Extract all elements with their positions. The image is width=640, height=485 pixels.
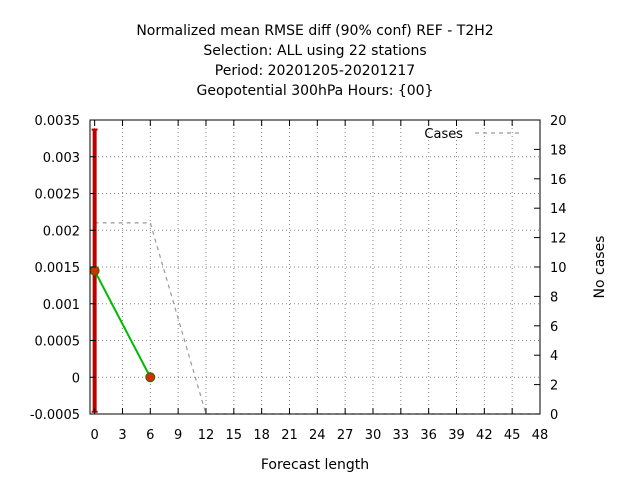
rmse-diff-point — [145, 372, 156, 383]
x-tick-label: 21 — [281, 428, 298, 443]
legend: Cases — [424, 127, 522, 142]
chart-title-line: Period: 20201205-20201217 — [215, 63, 415, 79]
chart-title-line: Normalized mean RMSE diff (90% conf) REF… — [136, 23, 493, 39]
x-tick-label: 30 — [365, 428, 382, 443]
y2-tick-label: 18 — [550, 143, 567, 158]
y2-tick-label: 20 — [550, 114, 567, 129]
chart-title-line: Selection: ALL using 22 stations — [203, 43, 426, 59]
x-tick-label: 0 — [90, 428, 98, 443]
y-tick-label: -0.0005 — [30, 408, 80, 423]
chart-title-line: Geopotential 300hPa Hours: {00} — [196, 83, 433, 99]
y2-tick-label: 16 — [550, 173, 567, 188]
x-axis-label: Forecast length — [261, 457, 369, 473]
x-tick-label: 24 — [309, 428, 326, 443]
y2-axis-label: No cases — [592, 236, 608, 299]
x-tick-label: 18 — [253, 428, 270, 443]
y-tick-label: 0.001 — [43, 298, 80, 313]
x-tick-label: 42 — [476, 428, 493, 443]
x-tick-label: 12 — [198, 428, 215, 443]
x-tick-label: 15 — [226, 428, 243, 443]
y2-tick-label: 14 — [550, 202, 567, 217]
x-tick-label: 48 — [532, 428, 549, 443]
x-tick-label: 3 — [118, 428, 126, 443]
grid-lines — [90, 120, 540, 414]
rmse-diff-point — [89, 265, 100, 276]
y-tick-label: 0.002 — [43, 224, 80, 239]
y2-tick-label: 10 — [550, 261, 567, 276]
y2-tick-label: 2 — [550, 379, 558, 394]
x-tick-label: 27 — [337, 428, 354, 443]
y-tick-label: 0.0005 — [35, 335, 81, 350]
x-tick-label: 36 — [420, 428, 437, 443]
rmse-diff-line — [93, 270, 152, 378]
y2-tick-label: 6 — [550, 320, 558, 335]
y2-tick-label: 12 — [550, 232, 567, 247]
y2-tick-label: 4 — [550, 349, 558, 364]
y-tick-label: 0.003 — [43, 151, 80, 166]
legend-label-cases: Cases — [424, 127, 463, 142]
x-tick-label: 39 — [448, 428, 465, 443]
x-tick-label: 45 — [504, 428, 521, 443]
y-tick-label: 0.0035 — [35, 114, 81, 129]
x-tick-label: 9 — [174, 428, 182, 443]
y-tick-label: 0 — [72, 371, 80, 386]
chart-title-block: Normalized mean RMSE diff (90% conf) REF… — [136, 23, 493, 99]
y-tick-label: 0.0015 — [35, 261, 81, 276]
y2-tick-label: 8 — [550, 290, 558, 305]
series-layer — [89, 128, 540, 415]
axis-ticks: 0 3 6 9 12 15 18 21 24 27 30 33 36 39 42 45 48-0.000500.… — [30, 114, 567, 443]
y2-tick-label: 0 — [550, 408, 558, 423]
x-tick-label: 6 — [146, 428, 154, 443]
cases-line — [94, 222, 540, 415]
y-tick-label: 0.0025 — [35, 188, 81, 203]
x-tick-label: 33 — [393, 428, 410, 443]
